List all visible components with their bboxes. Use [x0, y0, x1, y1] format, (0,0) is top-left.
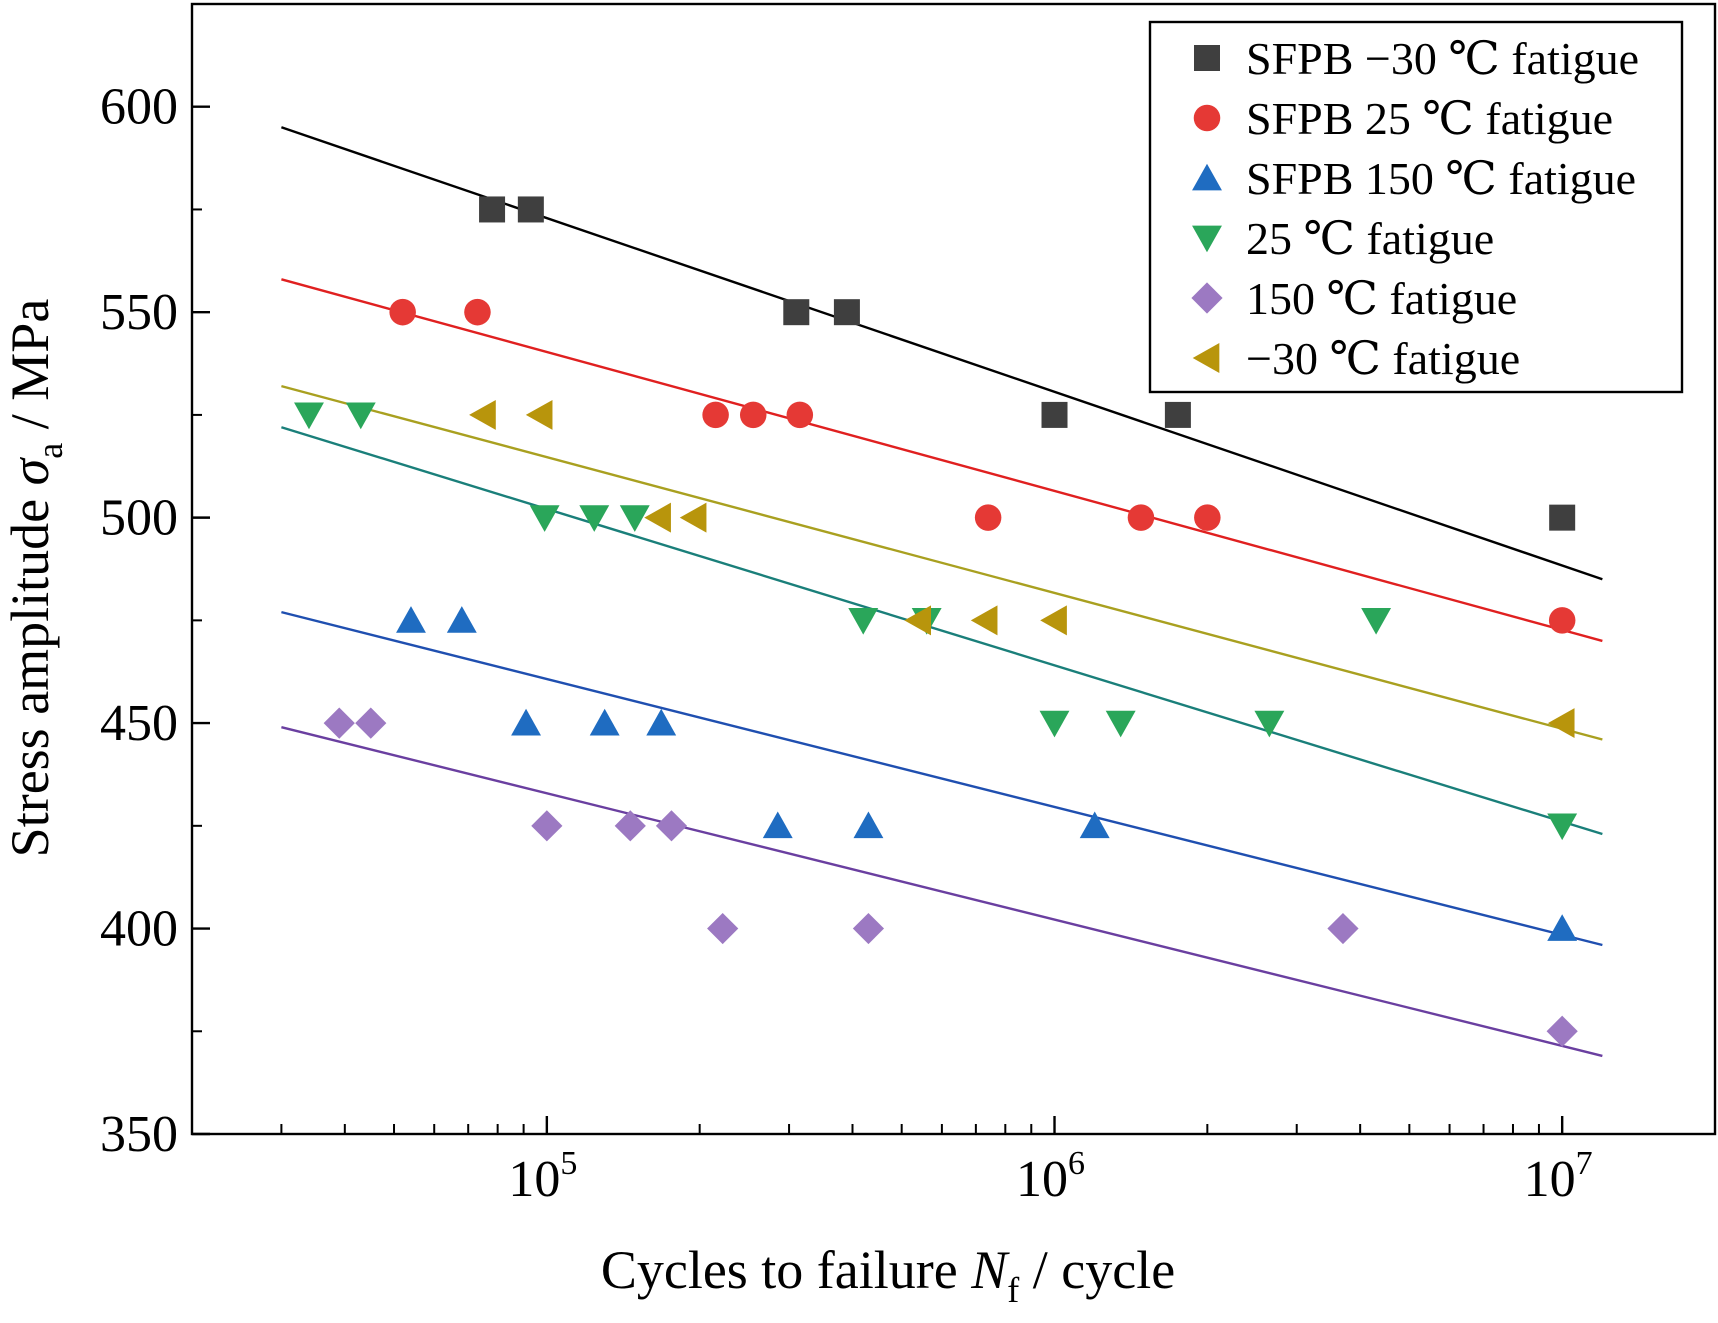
- data-point-series-5-2: [644, 502, 671, 533]
- data-point-series-4-2: [531, 810, 563, 842]
- legend-label-5: −30 ℃ fatigue: [1246, 333, 1520, 384]
- legend-marker-1: [1193, 104, 1221, 132]
- legend-marker-5: [1192, 343, 1220, 373]
- data-point-series-3-2: [529, 505, 560, 532]
- legend-marker-4: [1191, 282, 1223, 314]
- legend-label-4: 150 ℃ fatigue: [1246, 273, 1517, 324]
- plot-frame: [190, 2, 1717, 1136]
- data-point-series-2-6: [853, 811, 884, 839]
- y-tick-label: 600: [100, 79, 178, 136]
- x-tick-label: 107: [1524, 1145, 1593, 1208]
- data-point-series-3-4: [619, 505, 650, 532]
- data-point-series-3-7: [1039, 710, 1070, 738]
- legend-label-0: SFPB −30 ℃ fatigue: [1246, 33, 1639, 84]
- data-points-group: [294, 196, 1578, 1047]
- fit-line-series-3: [281, 426, 1603, 836]
- data-point-series-0-0: [479, 196, 506, 223]
- fit-line-series-4: [281, 726, 1603, 1058]
- legend-label-2: SFPB 150 ℃ fatigue: [1246, 153, 1636, 204]
- data-point-series-1-7: [1194, 504, 1221, 531]
- y-tick-label: 500: [100, 490, 178, 547]
- legend-label-3: 25 ℃ fatigue: [1246, 213, 1494, 264]
- data-point-series-1-1: [464, 298, 491, 326]
- data-point-series-0-4: [1041, 401, 1068, 428]
- data-point-series-1-2: [702, 401, 729, 429]
- data-point-series-2-3: [589, 708, 620, 736]
- fit-lines-group: [281, 126, 1603, 1058]
- y-tick-label: 450: [100, 695, 178, 752]
- data-point-series-0-5: [1164, 401, 1191, 428]
- data-point-series-3-0: [294, 402, 324, 430]
- data-point-series-0-6: [1549, 504, 1576, 531]
- data-point-series-2-8: [1547, 914, 1578, 941]
- data-point-series-3-3: [579, 505, 610, 532]
- data-point-series-1-5: [974, 504, 1002, 531]
- data-point-series-4-5: [707, 912, 739, 945]
- legend-label-1: SFPB 25 ℃ fatigue: [1246, 93, 1613, 144]
- data-point-series-1-8: [1548, 607, 1576, 634]
- data-point-series-1-3: [739, 401, 767, 429]
- data-point-series-5-0: [469, 399, 496, 430]
- data-point-series-3-8: [1105, 710, 1136, 738]
- data-point-series-4-0: [323, 707, 355, 739]
- data-point-series-5-5: [970, 605, 998, 636]
- data-point-series-2-5: [762, 811, 793, 839]
- fit-line-series-2: [281, 610, 1603, 947]
- data-point-series-4-1: [355, 707, 387, 739]
- data-point-series-4-4: [655, 810, 688, 842]
- data-point-series-2-4: [646, 708, 677, 736]
- x-tick-label: 106: [1016, 1145, 1085, 1208]
- data-point-series-5-1: [525, 399, 553, 430]
- data-point-series-2-2: [511, 708, 542, 736]
- data-point-series-3-10: [1361, 608, 1392, 635]
- fit-line-series-5: [281, 384, 1603, 741]
- y-tick-label: 400: [100, 901, 178, 958]
- data-point-series-2-1: [446, 606, 477, 633]
- data-point-series-5-7: [1547, 708, 1575, 739]
- y-tick-label: 350: [100, 1106, 178, 1163]
- data-point-series-3-5: [848, 608, 879, 635]
- data-point-series-5-3: [679, 502, 707, 533]
- legend-group: SFPB −30 ℃ fatigue SFPB 25 ℃ fatigue SFPB …: [1148, 20, 1684, 394]
- data-point-series-3-9: [1254, 710, 1285, 738]
- fit-line-series-1: [281, 278, 1603, 643]
- legend-marker-3: [1192, 225, 1222, 253]
- data-point-series-3-1: [345, 402, 376, 430]
- x-tick-label: 105: [508, 1145, 577, 1208]
- data-point-series-2-0: [396, 606, 426, 633]
- x-axis-title: Cycles to failure Nf / cycle: [601, 1240, 1175, 1310]
- data-point-series-1-0: [389, 298, 416, 326]
- data-point-series-0-3: [833, 299, 860, 326]
- data-point-series-0-2: [783, 299, 810, 326]
- data-point-series-4-3: [614, 810, 646, 842]
- data-point-series-4-8: [1546, 1015, 1578, 1047]
- data-point-series-1-4: [786, 401, 814, 429]
- data-point-series-2-7: [1079, 811, 1110, 839]
- data-point-series-1-6: [1127, 504, 1155, 531]
- y-tick-label: 550: [100, 284, 178, 341]
- y-axis-title: Stress amplitude σa / MPa: [0, 299, 70, 858]
- legend-marker-0: [1194, 45, 1220, 71]
- data-point-series-0-1: [517, 196, 544, 223]
- data-point-series-5-6: [1040, 605, 1067, 636]
- data-point-series-3-11: [1547, 813, 1578, 841]
- data-point-series-5-4: [904, 605, 932, 636]
- legend-marker-2: [1192, 163, 1222, 191]
- legend-box: [1148, 20, 1684, 394]
- data-point-series-4-7: [1327, 912, 1359, 945]
- data-point-series-4-6: [852, 912, 885, 945]
